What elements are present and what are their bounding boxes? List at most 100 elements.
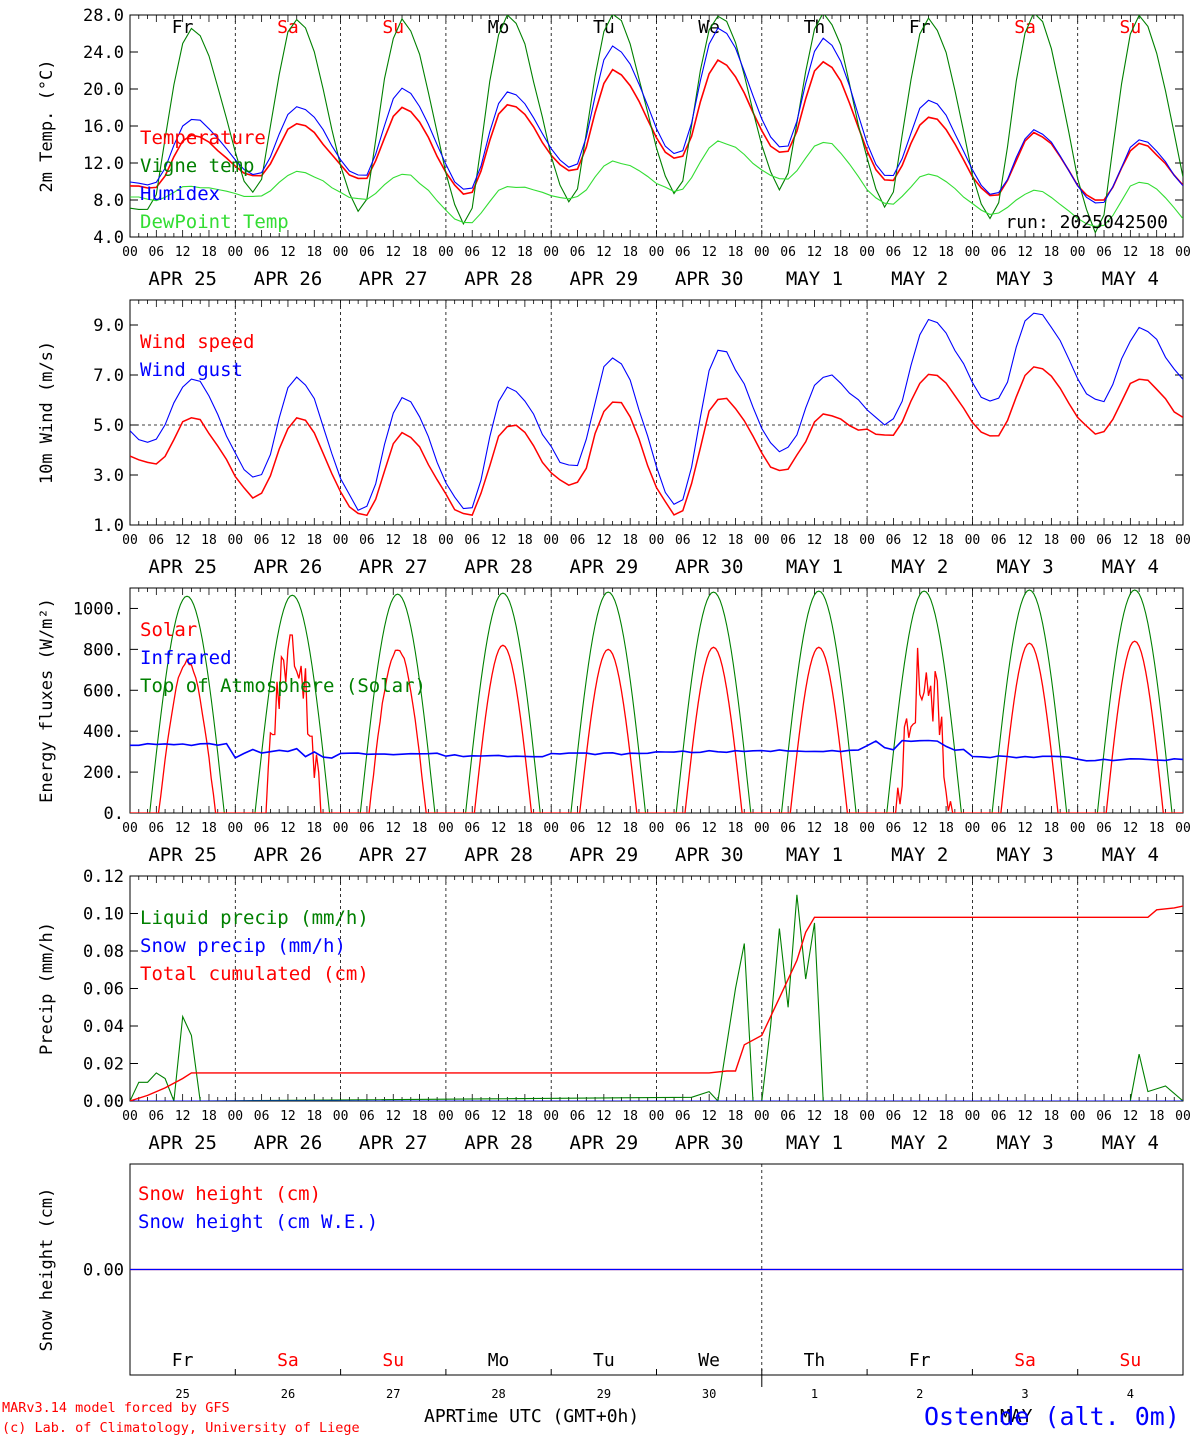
hour-tick-label: 06 [991, 533, 1007, 548]
hour-tick-label: 12 [807, 821, 823, 836]
y-tick-label: 3.0 [93, 466, 124, 486]
hour-tick-label: 06 [464, 1109, 480, 1124]
day-label: APR 27 [359, 268, 428, 290]
legend-entry: DewPoint Temp [140, 211, 289, 233]
series-group [130, 312, 1183, 517]
hour-tick-label: 12 [912, 1109, 928, 1124]
hour-tick-label: 18 [201, 1109, 217, 1124]
day-label: MAY 1 [786, 1132, 843, 1154]
y-tick-label: 0.08 [83, 942, 124, 962]
y-axis-label: Energy fluxes (W/m²) [37, 598, 57, 803]
hour-tick-label: 12 [1017, 821, 1033, 836]
day-label: APR 30 [675, 556, 744, 578]
hour-tick-label: 12 [701, 1109, 717, 1124]
weekday-label: Mo [488, 1350, 510, 1371]
y-tick-label: 1.0 [93, 516, 124, 536]
hour-tick-label: 00 [227, 245, 243, 260]
panel-temp: 4.0 8.0 12.0 16.0 20.0 24.0 28.0 2m Temp. (°C) 0… [37, 6, 1191, 290]
hour-tick-label: 00 [543, 533, 559, 548]
weekday-label: Sa [277, 1350, 299, 1371]
weekday-label: We [698, 1350, 720, 1371]
day-label: MAY 3 [996, 268, 1053, 290]
y-axis-label: 10m Wind (m/s) [37, 341, 57, 484]
day-label: APR 27 [359, 1132, 428, 1154]
hour-tick-label: 00 [227, 821, 243, 836]
legend-entry: Humidex [140, 183, 220, 205]
y-tick-label: 5.0 [93, 416, 124, 436]
y-tick-label: 7.0 [93, 366, 124, 386]
hour-tick-label: 00 [1070, 821, 1086, 836]
hour-tick-label: 06 [991, 821, 1007, 836]
day-label: MAY 2 [891, 844, 948, 866]
hour-tick-label: 18 [938, 1109, 954, 1124]
hour-tick-label: 12 [280, 245, 296, 260]
day-label: MAY 1 [786, 268, 843, 290]
hour-tick-label: 06 [991, 245, 1007, 260]
y-tick-label: 0.00 [83, 1092, 124, 1112]
hour-tick-label: 18 [728, 1109, 744, 1124]
hour-tick-label: 12 [912, 533, 928, 548]
hour-tick-label: 12 [175, 1109, 191, 1124]
day-label: APR 26 [254, 1132, 323, 1154]
weekday-label: Sa [1014, 17, 1036, 38]
panel-energy: 0. 200. 400. 600. 800. 1000. Energy fluxes (W/… [37, 587, 1191, 866]
credit-lab: (c) Lab. of Climatology, University of L… [2, 1420, 360, 1436]
hour-tick-label: 00 [438, 533, 454, 548]
hour-tick-label: 12 [701, 245, 717, 260]
weekday-label: Su [382, 1350, 404, 1371]
hour-tick-label: 00 [1175, 1109, 1191, 1124]
panel-wind: 1.0 3.0 5.0 7.0 9.0 10m Wind (m/s) 00 06 12 18 APR… [37, 299, 1191, 578]
hour-tick-label: 12 [491, 821, 507, 836]
hour-tick-label: 12 [1123, 1109, 1139, 1124]
hour-tick-label: 00 [649, 245, 665, 260]
hour-tick-label: 18 [1149, 533, 1165, 548]
hour-tick-label: 00 [859, 245, 875, 260]
day-number-label: 29 [597, 1387, 611, 1401]
weekday-label: Fr [172, 17, 194, 38]
hour-tick-label: 06 [675, 245, 691, 260]
hour-tick-label: 18 [201, 245, 217, 260]
hour-tick-label: 06 [780, 533, 796, 548]
series-group [130, 589, 1183, 813]
weekday-label: We [698, 17, 720, 38]
hour-tick-label: 12 [596, 1109, 612, 1124]
day-label: APR 26 [254, 556, 323, 578]
hour-tick-label: 00 [754, 821, 770, 836]
hour-tick-label: 18 [517, 1109, 533, 1124]
legend-entry: Solar [140, 619, 197, 641]
y-tick-label: 28.0 [83, 6, 124, 26]
day-label: MAY 4 [1102, 556, 1159, 578]
hour-tick-label: 12 [1123, 245, 1139, 260]
plot-frame [129, 299, 1184, 526]
hour-tick-label: 12 [385, 821, 401, 836]
hour-tick-label: 06 [254, 533, 270, 548]
station-label: Ostende (alt. 0m) [924, 1402, 1180, 1431]
hour-tick-label: 18 [517, 245, 533, 260]
y-tick-label: 200. [83, 763, 124, 783]
y-tick-label: 0.00 [83, 1261, 124, 1281]
day-number-label: 28 [491, 1387, 505, 1401]
weekday-label: Su [1120, 1350, 1142, 1371]
hour-tick-label: 12 [175, 533, 191, 548]
day-label: MAY 2 [891, 268, 948, 290]
hour-tick-label: 18 [412, 533, 428, 548]
legend-entry: Liquid precip (mm/h) [140, 907, 369, 929]
y-tick-label: 24.0 [83, 43, 124, 63]
hour-tick-label: 12 [280, 533, 296, 548]
day-label: MAY 3 [996, 556, 1053, 578]
hour-tick-label: 12 [1017, 533, 1033, 548]
hour-tick-label: 12 [385, 245, 401, 260]
run-label: run: 2025042500 [1005, 212, 1168, 233]
y-tick-label: 800. [83, 640, 124, 660]
series-line-2 [130, 905, 1183, 1101]
hour-tick-label: 00 [859, 821, 875, 836]
day-number-label: 30 [702, 1387, 716, 1401]
hour-tick-label: 06 [359, 533, 375, 548]
hour-tick-label: 00 [1175, 533, 1191, 548]
hour-tick-label: 18 [306, 1109, 322, 1124]
hour-tick-label: 18 [306, 245, 322, 260]
day-label: APR 29 [570, 268, 639, 290]
hour-tick-label: 06 [570, 533, 586, 548]
hour-tick-label: 06 [780, 1109, 796, 1124]
hour-tick-label: 00 [965, 533, 981, 548]
